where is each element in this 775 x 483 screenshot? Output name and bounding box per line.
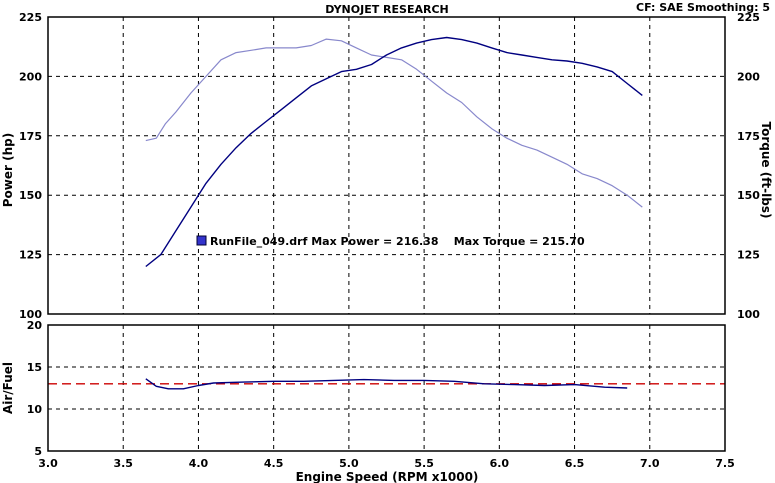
tick-label-torque: 100: [737, 308, 760, 321]
series-torque-line: [145, 38, 643, 208]
tick-label-rpm: 4.0: [189, 457, 209, 470]
tick-layer: 100 100 125 125 150 150 175 175 200 200 225 225 5 10 1…: [19, 11, 760, 470]
tick-label-torque: 150: [737, 189, 760, 202]
tick-label-rpm: 7.0: [640, 457, 660, 470]
tick-label-power: 100: [19, 308, 42, 321]
series-power-line: [145, 36, 643, 268]
tick-label-power: 175: [19, 130, 42, 143]
y-axis-label-power: Power (hp): [1, 133, 15, 207]
y-axis-label-torque: Torque (ft-lbs): [759, 122, 773, 219]
tick-label-power: 225: [19, 11, 42, 24]
tick-label-afr: 5: [34, 445, 42, 458]
tick-label-afr: 15: [27, 361, 42, 374]
tick-label-rpm: 3.5: [113, 457, 133, 470]
tick-label-afr: 10: [27, 403, 43, 416]
tick-label-rpm: 4.5: [264, 457, 284, 470]
x-axis-label: Engine Speed (RPM x1000): [296, 470, 479, 483]
y-axis-label-afr: Air/Fuel: [1, 362, 15, 414]
plot-layer: [48, 36, 725, 390]
tick-label-rpm: 6.0: [490, 457, 510, 470]
tick-label-rpm: 6.5: [565, 457, 585, 470]
tick-label-power: 125: [19, 249, 42, 262]
tick-label-torque: 225: [737, 11, 760, 24]
tick-label-torque: 175: [737, 130, 760, 143]
plot-frame-top: [47, 16, 726, 315]
tick-label-power: 200: [19, 70, 42, 83]
tick-label-rpm: 5.0: [339, 457, 359, 470]
chart-info: CF: SAE Smoothing: 5: [636, 1, 770, 14]
plot-frame-bottom: [47, 324, 726, 452]
tick-label-rpm: 5.5: [414, 457, 434, 470]
legend-swatch: [196, 235, 207, 246]
grid-layer: [48, 17, 725, 451]
series-afr-line: [145, 378, 628, 390]
tick-label-rpm: 7.5: [715, 457, 735, 470]
tick-label-torque: 200: [737, 70, 760, 83]
tick-label-torque: 125: [737, 249, 760, 262]
tick-label-power: 150: [19, 189, 42, 202]
chart-title: DYNOJET RESEARCH: [325, 3, 448, 16]
frame-layer: [47, 16, 726, 452]
tick-label-afr: 20: [27, 319, 43, 332]
annotation-text: RunFile_049.drf Max Power = 216.38 Max T…: [210, 235, 585, 248]
tick-label-rpm: 3.0: [38, 457, 58, 470]
